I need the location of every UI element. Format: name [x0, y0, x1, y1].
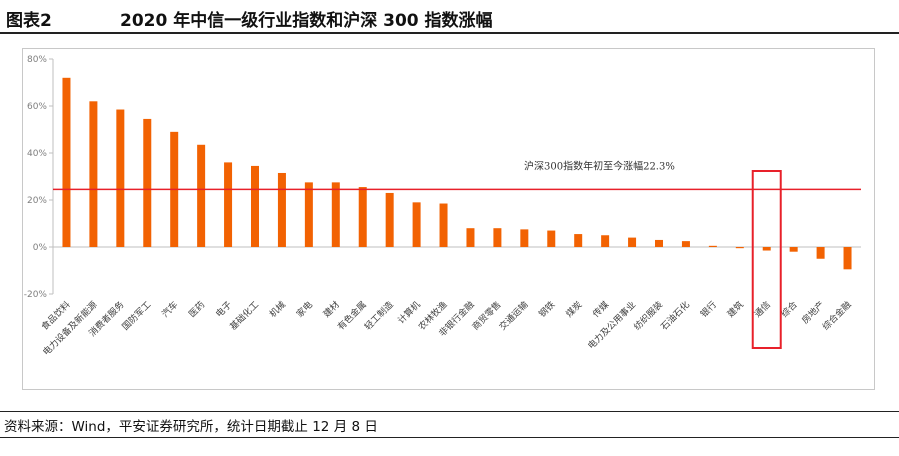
bar — [412, 202, 421, 247]
x-tick-label: 家电 — [294, 299, 315, 320]
x-tick-label: 机械 — [267, 299, 288, 320]
bar — [735, 247, 744, 249]
chart-title: 2020 年中信一级行业指数和沪深 300 指数涨幅 — [120, 11, 493, 31]
bar — [224, 162, 233, 247]
bottom-rule — [0, 437, 899, 438]
y-tick-label: 20% — [27, 196, 47, 206]
x-tick-label: 房地产 — [799, 299, 827, 327]
bar — [251, 165, 259, 247]
bar — [520, 229, 529, 247]
bar — [789, 247, 798, 252]
x-tick-label: 汽车 — [159, 299, 180, 320]
x-tick-label: 医药 — [187, 299, 208, 320]
y-tick-label: 80% — [27, 55, 47, 65]
bar — [331, 182, 340, 247]
x-tick-label: 传媒 — [590, 299, 611, 320]
x-tick-label: 综合 — [779, 299, 800, 320]
x-tick-label: 通信 — [752, 299, 773, 320]
bar — [385, 192, 394, 247]
bar — [708, 245, 717, 247]
reference-line-label: 沪深300指数年初至今涨幅22.3% — [524, 159, 675, 172]
bar — [655, 239, 663, 247]
y-tick-label: 40% — [27, 149, 47, 159]
x-tick-label: 综合金融 — [820, 299, 854, 333]
bar — [143, 118, 152, 247]
bar — [62, 77, 71, 247]
bar — [843, 247, 852, 270]
bar — [304, 182, 313, 247]
bar — [601, 235, 610, 247]
y-tick-label: 60% — [27, 102, 47, 112]
x-tick-label: 国防军工 — [119, 299, 153, 333]
bar — [358, 187, 367, 247]
x-tick-label: 石油石化 — [658, 299, 692, 333]
y-tick-label: -20% — [24, 290, 48, 300]
bar — [574, 234, 583, 247]
bar — [547, 230, 556, 247]
x-tick-label: 轻工制造 — [362, 299, 396, 333]
bar — [277, 172, 286, 247]
figure-label: 图表2 — [6, 11, 52, 31]
x-tick-label: 电力及公用事业 — [585, 299, 638, 352]
x-tick-label: 建材 — [321, 299, 342, 320]
highlight-box — [751, 170, 782, 349]
bar — [116, 109, 125, 248]
footer-rule — [0, 411, 899, 412]
bar — [681, 241, 690, 247]
x-tick-label: 基础化工 — [227, 299, 261, 333]
x-tick-label: 交通运输 — [497, 299, 531, 333]
x-tick-label: 建筑 — [725, 299, 746, 320]
source-note: 资料来源：Wind，平安证券研究所，统计日期截止 12 月 8 日 — [4, 419, 378, 435]
bar — [466, 228, 475, 247]
top-rule — [0, 32, 899, 34]
x-tick-label: 商贸零售 — [470, 299, 504, 333]
x-tick-label: 煤炭 — [563, 299, 584, 320]
y-tick-label: 0% — [33, 243, 48, 253]
bar — [628, 237, 637, 247]
bar — [816, 247, 825, 259]
bar — [89, 101, 98, 247]
figure-header: 图表2 2020 年中信一级行业指数和沪深 300 指数涨幅 — [0, 0, 899, 34]
chart-area: -20% 0% 20% 40% 60% 80% 食品饮料 电力设备及新能源 消费者服务 国防军工汽… — [22, 48, 875, 390]
bar — [493, 228, 502, 247]
bar — [439, 203, 448, 247]
x-tick-label: 电子 — [213, 299, 234, 320]
x-tick-label: 纺织服装 — [631, 299, 665, 333]
x-tick-label: 钢铁 — [536, 299, 557, 320]
bar-chart: -20%0%20%40%60%80%食品饮料电力设备及新能源消费者服务国防军工汽… — [24, 55, 861, 358]
x-tick-label: 计算机 — [395, 299, 423, 327]
x-tick-label: 银行 — [698, 299, 719, 320]
bar — [762, 247, 771, 251]
x-tick-label: 有色金属 — [335, 299, 369, 333]
bar — [197, 144, 206, 247]
